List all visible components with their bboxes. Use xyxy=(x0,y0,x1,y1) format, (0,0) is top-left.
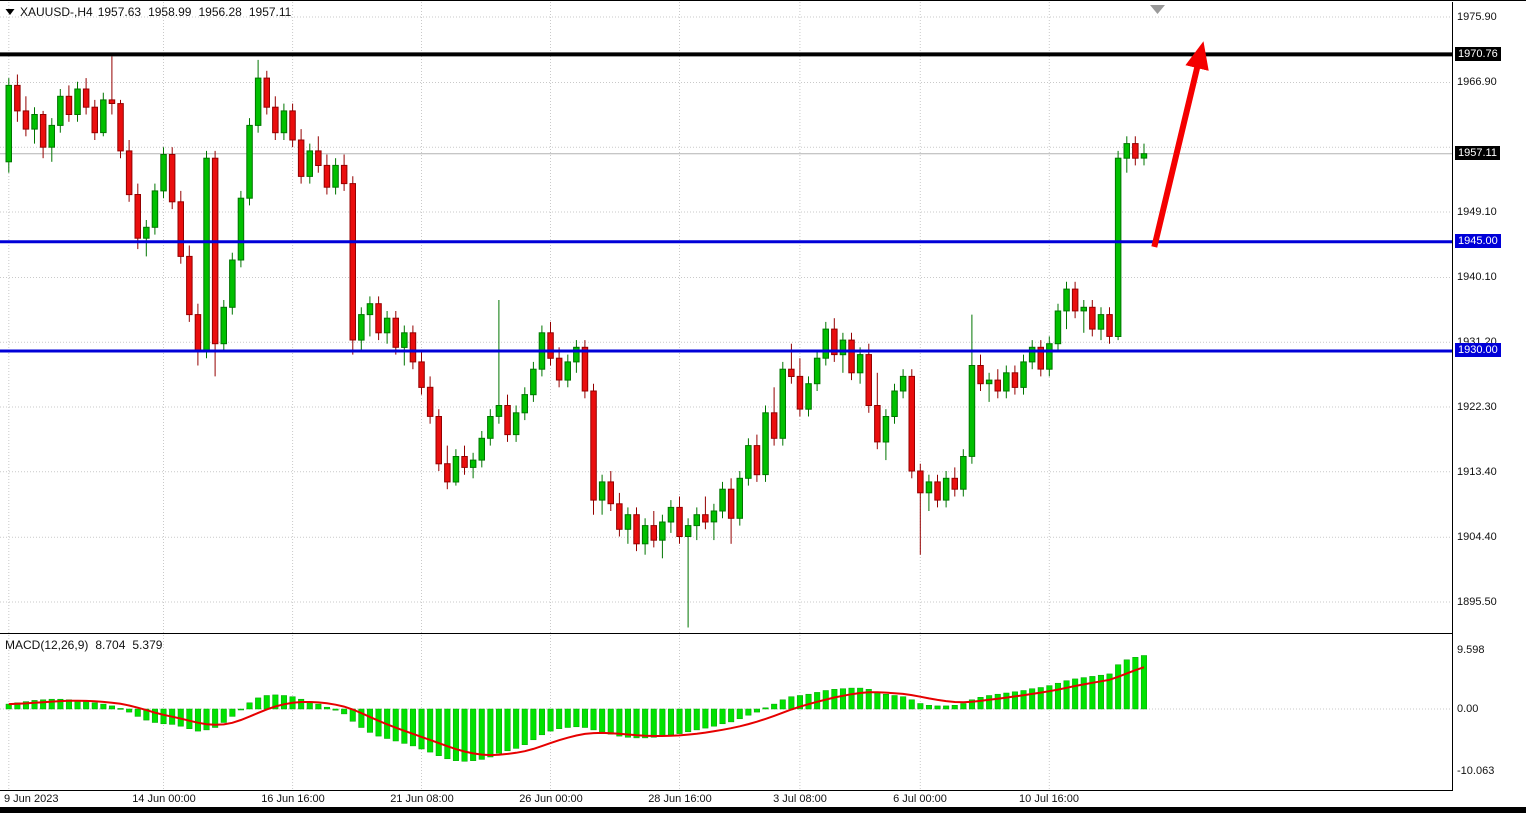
time-axis-label: 26 Jun 00:00 xyxy=(519,793,583,805)
time-axis-label: 16 Jun 16:00 xyxy=(261,793,325,805)
macd-grid xyxy=(0,635,1452,790)
grid xyxy=(0,2,1452,634)
price-chart-canvas[interactable] xyxy=(0,2,1452,634)
price-axis-tick: 1904.40 xyxy=(1457,531,1497,543)
price-axis[interactable]: 1975.90 1970.76 1966.90 1957.11 1949.10 1945.… xyxy=(1452,2,1526,791)
macd-histogram xyxy=(5,655,1147,762)
macd-indicator-label: MACD(12,26,9) 8.704 5.379 xyxy=(5,638,162,652)
price-axis-tick: 1913.40 xyxy=(1457,466,1497,478)
price-axis-tick: 1940.10 xyxy=(1457,271,1497,283)
macd-signal-value: 5.379 xyxy=(132,638,163,652)
time-axis-label: 9 Jun 2023 xyxy=(4,793,59,805)
macd-name: MACD(12,26,9) xyxy=(5,638,89,652)
macd-axis-tick: -10.063 xyxy=(1457,765,1495,777)
symbol-dropdown-triangle-icon[interactable] xyxy=(5,8,15,16)
price-level-badge: 1970.76 xyxy=(1455,47,1501,61)
time-axis[interactable]: 9 Jun 2023 14 Jun 00:00 16 Jun 16:00 21 Jun… xyxy=(0,792,1452,807)
price-axis-tick: 1966.90 xyxy=(1457,76,1497,88)
macd-main-value: 8.704 xyxy=(95,638,126,652)
macd-indicator-pane[interactable]: MACD(12,26,9) 8.704 5.379 xyxy=(0,635,1452,791)
macd-signal-line xyxy=(8,666,1145,757)
price-level-badge: 1957.11 xyxy=(1455,146,1500,160)
ohlc-high-value: 1958.99 xyxy=(148,5,192,19)
price-level-badge: 1930.00 xyxy=(1455,343,1501,357)
macd-axis-tick: 9.598 xyxy=(1457,644,1485,656)
time-axis-label: 21 Jun 08:00 xyxy=(390,793,454,805)
price-axis-tick: 1975.90 xyxy=(1457,11,1497,23)
macd-axis-tick: 0.00 xyxy=(1457,703,1479,715)
chart-shift-triangle-icon xyxy=(1150,5,1165,14)
time-axis-label: 3 Jul 08:00 xyxy=(773,793,827,805)
price-axis-tick: 1922.30 xyxy=(1457,401,1497,413)
price-axis-tick: 1895.50 xyxy=(1457,596,1497,608)
candles xyxy=(5,56,1148,628)
ohlc-open-value: 1957.63 xyxy=(97,5,142,19)
ohlc-low-value: 1956.28 xyxy=(198,5,242,19)
time-axis-label: 6 Jul 00:00 xyxy=(893,793,947,805)
chart-ohlc-header: XAUUSD-,H4 1957.63 1958.99 1956.28 1957.… xyxy=(5,5,291,19)
time-axis-label: 28 Jun 16:00 xyxy=(648,793,712,805)
buy-signal-arrow[interactable] xyxy=(1151,41,1209,248)
symbol-timeframe-label: XAUUSD-,H4 xyxy=(20,5,93,19)
bottom-scrollbar[interactable] xyxy=(0,807,1526,813)
macd-canvas[interactable] xyxy=(0,635,1452,790)
price-axis-tick: 1949.10 xyxy=(1457,206,1497,218)
price-chart-pane[interactable]: XAUUSD-,H4 1957.63 1958.99 1956.28 1957.… xyxy=(0,2,1452,634)
time-axis-label: 14 Jun 00:00 xyxy=(132,793,196,805)
ohlc-close-value: 1957.11 xyxy=(248,5,292,19)
time-axis-label: 10 Jul 16:00 xyxy=(1019,793,1079,805)
price-level-badge: 1945.00 xyxy=(1455,234,1501,248)
